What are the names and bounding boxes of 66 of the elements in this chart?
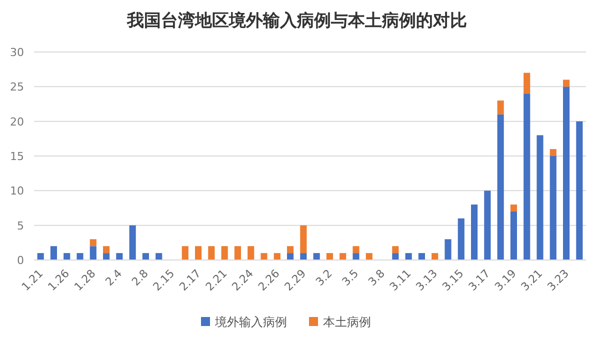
bar xyxy=(182,246,188,260)
bar xyxy=(405,253,412,260)
bar xyxy=(484,190,491,260)
bar xyxy=(37,253,44,260)
bar xyxy=(221,246,228,260)
bar xyxy=(76,253,84,260)
bar xyxy=(418,253,425,260)
bar xyxy=(129,225,136,260)
bar xyxy=(103,253,110,260)
bar xyxy=(497,100,504,114)
y-tick-label: 10 xyxy=(10,184,24,198)
bar xyxy=(563,80,570,87)
bar xyxy=(458,218,464,260)
bar xyxy=(563,86,570,260)
legend-label: 境外输入病例 xyxy=(214,315,287,329)
bar xyxy=(366,253,372,260)
bar xyxy=(156,253,162,260)
bar xyxy=(274,253,280,260)
bar xyxy=(50,246,57,260)
bar xyxy=(313,253,320,260)
bar xyxy=(352,246,360,254)
y-tick-label: 30 xyxy=(10,46,24,59)
bar xyxy=(352,253,360,260)
bar xyxy=(300,253,307,260)
bar xyxy=(248,246,254,260)
bar xyxy=(510,204,517,212)
bar xyxy=(432,253,438,260)
bar xyxy=(444,239,452,260)
bar xyxy=(90,239,96,246)
x-tick-label: 3.5 xyxy=(340,266,362,288)
bar xyxy=(234,246,241,260)
bar xyxy=(103,246,110,254)
x-tick-label: 2.8 xyxy=(129,266,151,288)
bar xyxy=(195,246,202,260)
bar xyxy=(116,253,123,260)
bar xyxy=(550,156,556,260)
bar xyxy=(536,135,544,260)
bar xyxy=(326,253,333,260)
bar xyxy=(340,253,346,260)
y-tick-label: 5 xyxy=(17,219,24,232)
bar xyxy=(142,253,149,260)
bar xyxy=(510,211,517,260)
chart-title: 我国台湾地区境外输入病例与本土病例的对比 xyxy=(126,11,467,31)
x-tick-label: 2.4 xyxy=(102,266,125,288)
y-tick-label: 0 xyxy=(17,254,24,267)
bar xyxy=(287,253,294,260)
legend-label: 本土病例 xyxy=(323,315,371,329)
bar xyxy=(524,72,530,94)
y-tick-label: 25 xyxy=(10,80,24,94)
bar xyxy=(90,246,96,260)
bar xyxy=(64,253,70,260)
bar xyxy=(550,149,556,156)
bar xyxy=(208,246,215,260)
bar xyxy=(471,204,478,260)
bar xyxy=(260,253,268,260)
y-tick-label: 20 xyxy=(10,115,24,128)
bar xyxy=(287,246,294,254)
bar xyxy=(300,225,307,254)
bar xyxy=(576,121,583,260)
y-tick-label: 15 xyxy=(10,150,24,163)
bar xyxy=(524,94,530,260)
x-tick-label: 3.2 xyxy=(313,266,335,288)
bar xyxy=(392,253,399,260)
x-tick-label: 3.8 xyxy=(366,266,388,288)
bar xyxy=(497,114,504,260)
bar xyxy=(392,246,399,254)
